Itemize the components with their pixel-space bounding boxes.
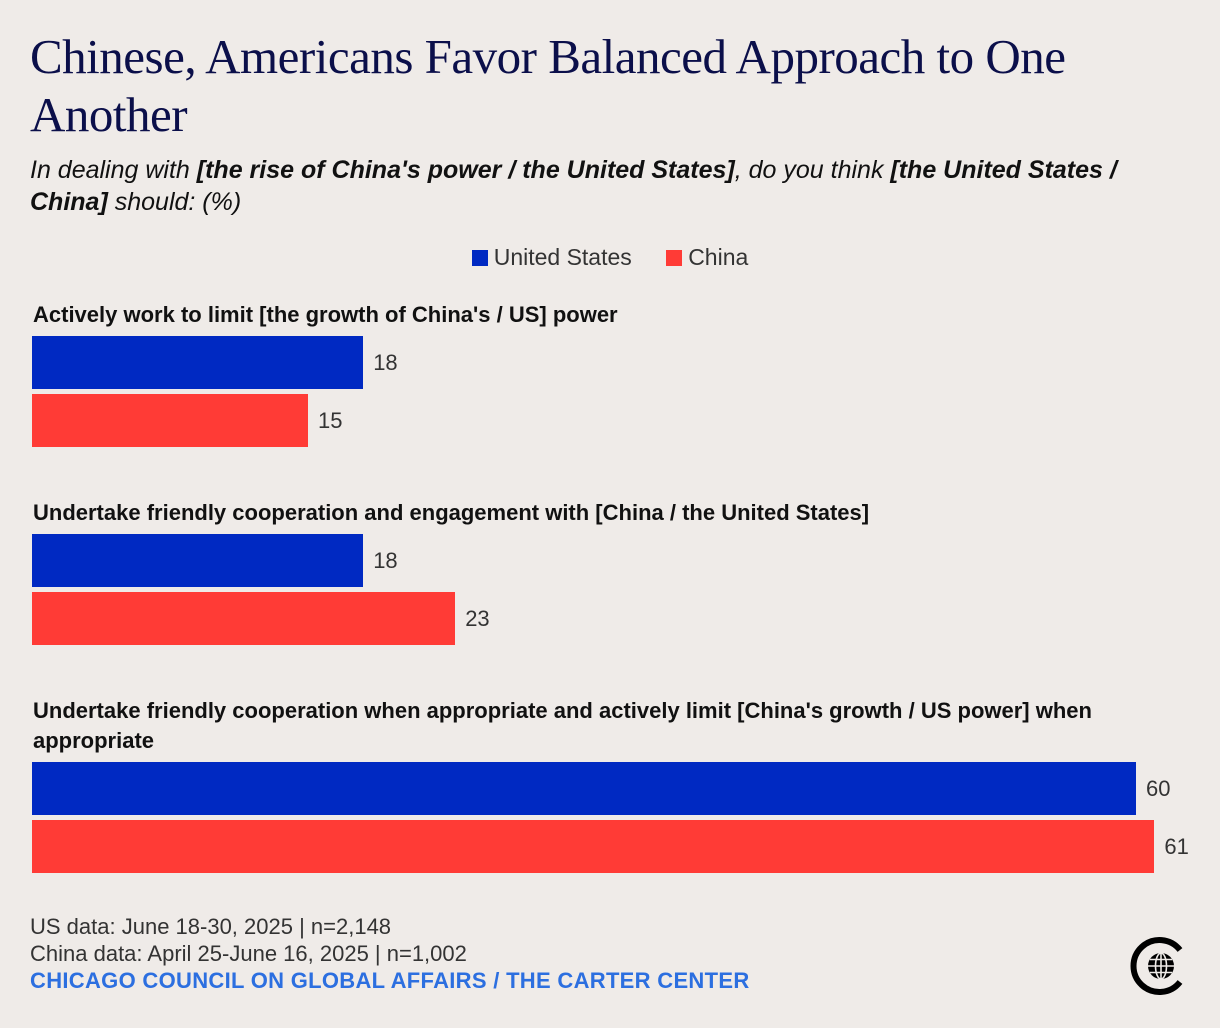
chart-subtitle: In dealing with [the rise of China's pow… xyxy=(30,154,1190,218)
legend-label-united-states: United States xyxy=(493,244,632,270)
chart-title: Chinese, Americans Favor Balanced Approa… xyxy=(30,29,1066,142)
footer-china-data: China data: April 25-June 16, 2025 | n=1… xyxy=(30,941,467,966)
legend-swatch-china xyxy=(666,249,683,266)
chicago-council-globe-logo-icon xyxy=(1130,937,1183,995)
subtitle-bold-1: [the rise of China's power / the United … xyxy=(196,156,735,184)
category-label: Undertake friendly cooperation and engag… xyxy=(33,500,870,525)
bar-china xyxy=(32,592,456,645)
bar-value-label: 23 xyxy=(465,606,490,631)
bar-value-label: 18 xyxy=(373,350,398,375)
subtitle-part-2: , do you think xyxy=(734,156,891,184)
chart-footer: US data: June 18-30, 2025 | n=2,148 Chin… xyxy=(30,913,750,994)
bar-china xyxy=(32,394,308,447)
legend-label-china: China xyxy=(688,244,749,270)
bar-value-label: 61 xyxy=(1164,834,1189,859)
subtitle-part-3: should: (%) xyxy=(107,188,242,216)
bar-value-label: 18 xyxy=(373,548,398,573)
bar-united-states xyxy=(32,336,364,389)
footer-source: CHICAGO COUNCIL ON GLOBAL AFFAIRS / THE … xyxy=(30,968,750,993)
subtitle-part-1: In dealing with xyxy=(30,156,197,184)
bar-value-label: 60 xyxy=(1146,776,1171,801)
category-label: Actively work to limit [the growth of Ch… xyxy=(33,302,618,327)
legend-item-china: China xyxy=(666,244,748,271)
subtitle-bold-2: [the United States / China] xyxy=(30,156,1117,216)
category-label: Undertake friendly cooperation when appr… xyxy=(33,698,1092,753)
bar-united-states xyxy=(32,534,364,587)
bar-china xyxy=(32,820,1155,873)
legend-swatch-united-states xyxy=(471,249,488,266)
bar-united-states xyxy=(32,762,1136,815)
footer-us-data: US data: June 18-30, 2025 | n=2,148 xyxy=(30,914,392,939)
legend-item-united-states: United States xyxy=(471,244,632,271)
chart-legend: United States China xyxy=(0,244,1220,272)
bar-value-label: 15 xyxy=(318,408,343,433)
